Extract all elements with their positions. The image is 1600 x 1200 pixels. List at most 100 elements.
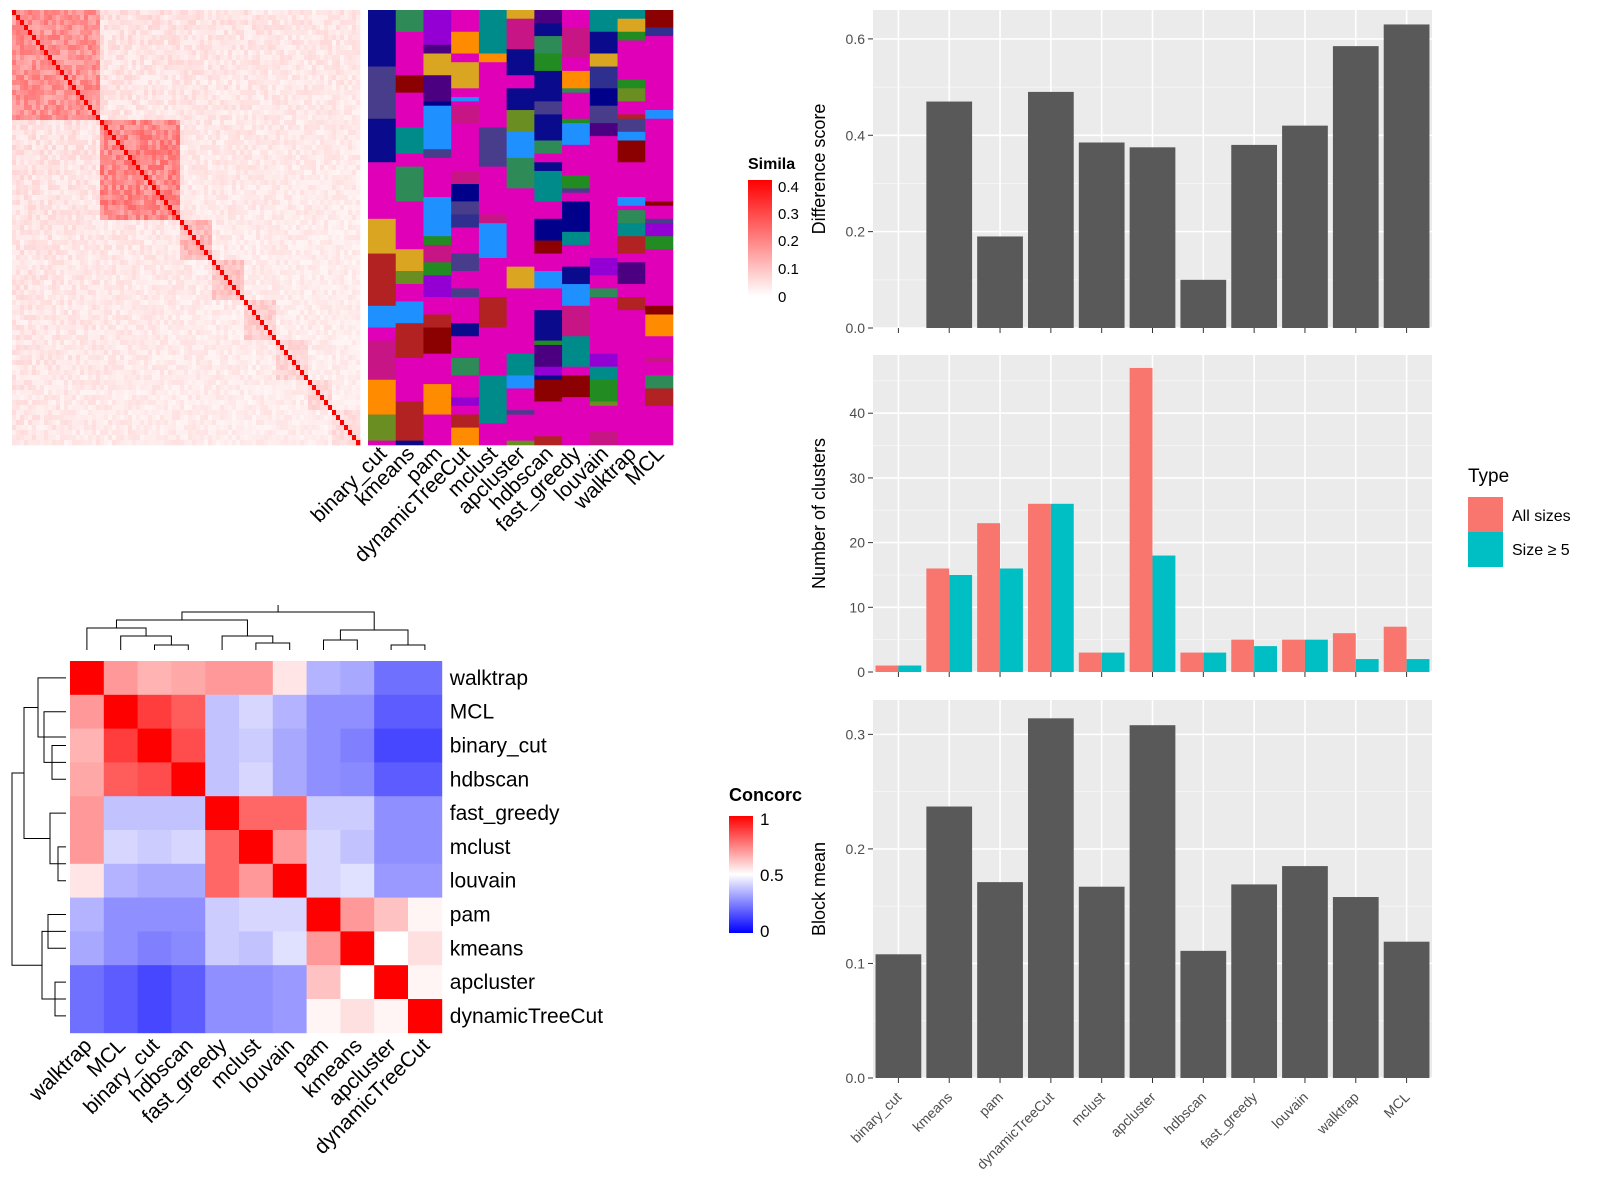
similarity-cell bbox=[176, 200, 181, 206]
similarity-cell bbox=[232, 125, 237, 131]
similarity-cell bbox=[172, 145, 177, 151]
similarity-cell bbox=[144, 210, 149, 216]
similarity-cell bbox=[264, 290, 269, 296]
similarity-cell bbox=[52, 280, 57, 286]
similarity-cell bbox=[100, 35, 105, 41]
similarity-cell bbox=[60, 145, 65, 151]
similarity-cell bbox=[204, 45, 209, 51]
similarity-cell bbox=[304, 290, 309, 296]
similarity-cell bbox=[220, 65, 225, 71]
similarity-cell bbox=[320, 255, 325, 261]
similarity-cell bbox=[212, 290, 217, 296]
similarity-cell bbox=[68, 235, 73, 241]
similarity-cell bbox=[312, 130, 317, 136]
similarity-cell bbox=[252, 95, 257, 101]
similarity-cell bbox=[120, 45, 125, 51]
similarity-cell bbox=[128, 75, 133, 81]
similarity-cell bbox=[288, 20, 293, 26]
similarity-cell bbox=[320, 260, 325, 266]
similarity-cell bbox=[224, 240, 229, 246]
similarity-cell bbox=[272, 10, 277, 16]
similarity-cell bbox=[352, 65, 357, 71]
similarity-cell bbox=[36, 65, 41, 71]
similarity-cell bbox=[172, 90, 177, 96]
similarity-cell bbox=[176, 225, 181, 231]
similarity-cell bbox=[216, 175, 221, 181]
similarity-cell bbox=[300, 155, 305, 161]
similarity-cell bbox=[160, 70, 165, 76]
similarity-cell bbox=[204, 30, 209, 36]
similarity-cell bbox=[184, 30, 189, 36]
similarity-cell bbox=[148, 110, 153, 116]
similarity-cell bbox=[260, 255, 265, 261]
similarity-cell bbox=[156, 170, 161, 176]
similarity-cell bbox=[276, 40, 281, 46]
similarity-cell bbox=[212, 40, 217, 46]
similarity-cell bbox=[300, 160, 305, 166]
similarity-cell bbox=[348, 200, 353, 206]
similarity-cell bbox=[56, 250, 61, 256]
similarity-cell bbox=[312, 40, 317, 46]
similarity-cell bbox=[168, 40, 173, 46]
similarity-cell bbox=[24, 130, 29, 136]
similarity-cell bbox=[248, 205, 253, 211]
similarity-cell bbox=[352, 75, 357, 81]
similarity-cell bbox=[108, 210, 113, 216]
similarity-cell bbox=[176, 240, 181, 246]
similarity-cell bbox=[248, 220, 253, 226]
similarity-cell bbox=[268, 265, 273, 271]
similarity-cell bbox=[280, 290, 285, 296]
similarity-cell bbox=[312, 195, 317, 201]
similarity-cell bbox=[304, 140, 309, 146]
similarity-cell bbox=[160, 105, 165, 111]
similarity-cell bbox=[312, 170, 317, 176]
similarity-cell bbox=[212, 235, 217, 241]
similarity-cell bbox=[224, 15, 229, 21]
similarity-cell bbox=[72, 295, 77, 301]
similarity-cell bbox=[132, 265, 137, 271]
similarity-cell bbox=[80, 285, 85, 291]
similarity-cell bbox=[92, 130, 97, 136]
similarity-cell bbox=[264, 205, 269, 211]
similarity-cell bbox=[208, 25, 213, 31]
similarity-cell bbox=[184, 220, 189, 226]
similarity-cell bbox=[144, 250, 149, 256]
similarity-cell bbox=[40, 105, 45, 111]
similarity-cell bbox=[160, 155, 165, 161]
similarity-cell bbox=[92, 290, 97, 296]
similarity-cell bbox=[292, 215, 297, 221]
similarity-cell bbox=[28, 210, 33, 216]
similarity-cell bbox=[216, 150, 221, 156]
similarity-cell bbox=[136, 290, 141, 296]
similarity-cell bbox=[336, 90, 341, 96]
similarity-cell bbox=[136, 180, 141, 186]
similarity-cell bbox=[224, 145, 229, 151]
similarity-cell bbox=[152, 30, 157, 36]
similarity-cell bbox=[56, 130, 61, 136]
similarity-cell bbox=[40, 240, 45, 246]
similarity-cell bbox=[316, 215, 321, 221]
similarity-cell bbox=[12, 50, 17, 56]
similarity-cell bbox=[120, 150, 125, 156]
similarity-cell bbox=[88, 55, 93, 61]
similarity-cell bbox=[80, 140, 85, 146]
similarity-cell bbox=[256, 25, 261, 31]
similarity-cell bbox=[320, 90, 325, 96]
similarity-cell bbox=[36, 235, 41, 241]
similarity-cell bbox=[260, 225, 265, 231]
similarity-cell bbox=[100, 15, 105, 21]
similarity-cell bbox=[20, 20, 25, 26]
similarity-cell bbox=[356, 170, 361, 176]
similarity-cell bbox=[196, 220, 201, 226]
similarity-cell bbox=[228, 165, 233, 171]
similarity-cell bbox=[248, 55, 253, 61]
similarity-cell bbox=[136, 25, 141, 31]
similarity-cell bbox=[188, 50, 193, 56]
similarity-cell bbox=[104, 85, 109, 91]
similarity-cell bbox=[76, 295, 81, 301]
similarity-cell bbox=[84, 255, 89, 261]
similarity-cell bbox=[48, 40, 53, 46]
similarity-cell bbox=[56, 210, 61, 216]
similarity-cell bbox=[52, 45, 57, 51]
similarity-cell bbox=[256, 95, 261, 101]
